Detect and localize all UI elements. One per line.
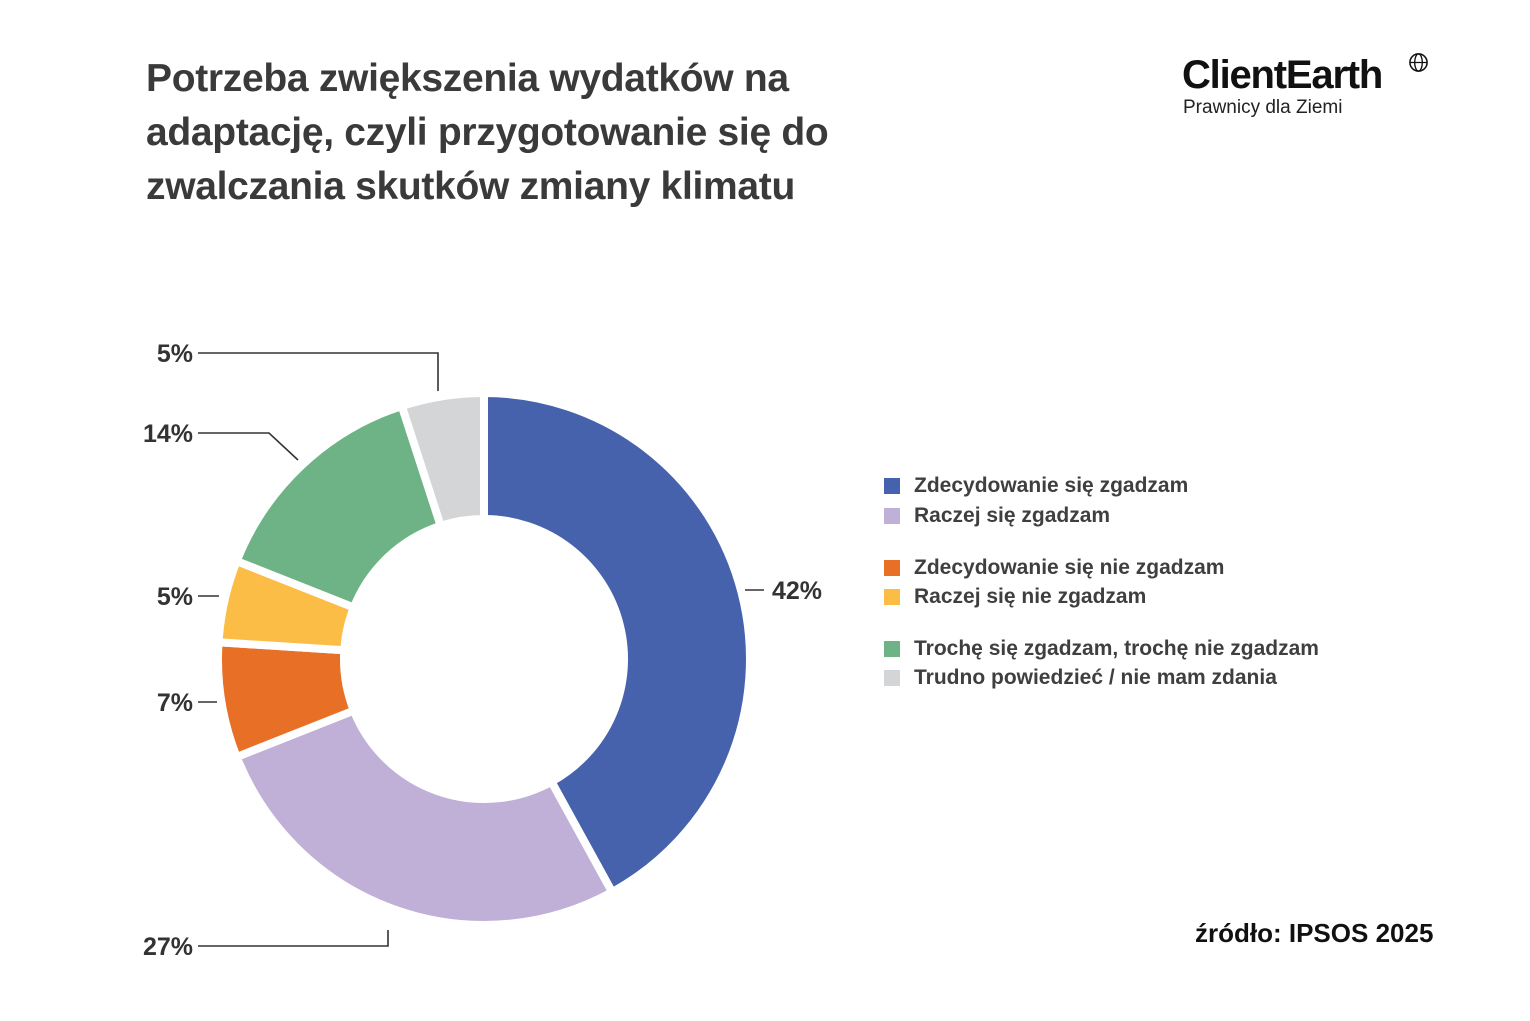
logo-name: ClientEarth bbox=[1182, 53, 1383, 97]
clientearth-logo: ClientEarth Prawnicy dla Ziemi bbox=[1182, 50, 1462, 130]
slice-value-label: 5% bbox=[157, 340, 193, 368]
legend-label: Raczej się nie zgadzam bbox=[914, 585, 1147, 608]
donut-slice bbox=[480, 388, 754, 898]
slice-value-label: 5% bbox=[157, 583, 193, 611]
donut-slice bbox=[231, 400, 446, 613]
slice-value-label: 42% bbox=[772, 577, 822, 605]
legend-label: Raczej się zgadzam bbox=[914, 504, 1111, 527]
donut-slice bbox=[231, 705, 618, 929]
slice-value-label: 27% bbox=[143, 933, 193, 961]
slice-value-label: 7% bbox=[157, 689, 193, 717]
legend-swatch bbox=[884, 560, 900, 576]
legend-label: Zdecydowanie się nie zgadzam bbox=[914, 556, 1225, 579]
leader-line bbox=[198, 432, 299, 461]
legend-label: Trudno powiedzieć / nie mam zdania bbox=[914, 666, 1277, 689]
legend-swatch bbox=[884, 508, 900, 524]
leader-line bbox=[198, 930, 389, 947]
legend-swatch bbox=[884, 670, 900, 686]
slice-value-label: 14% bbox=[143, 420, 193, 448]
legend-swatch bbox=[884, 478, 900, 494]
chart-title: Potrzeba zwiększenia wydatków na adaptac… bbox=[146, 57, 829, 208]
donut-slice bbox=[396, 388, 488, 531]
legend-label: Trochę się zgadzam, trochę nie zgadzam bbox=[914, 637, 1319, 660]
legend-swatch bbox=[884, 589, 900, 605]
leader-line bbox=[198, 352, 439, 391]
legend-swatch bbox=[884, 641, 900, 657]
logo-tagline: Prawnicy dla Ziemi bbox=[1183, 97, 1343, 118]
globe-icon bbox=[1409, 53, 1428, 72]
source-note: źródło: IPSOS 2025 bbox=[1195, 918, 1434, 948]
legend-label: Zdecydowanie się zgadzam bbox=[914, 474, 1189, 497]
